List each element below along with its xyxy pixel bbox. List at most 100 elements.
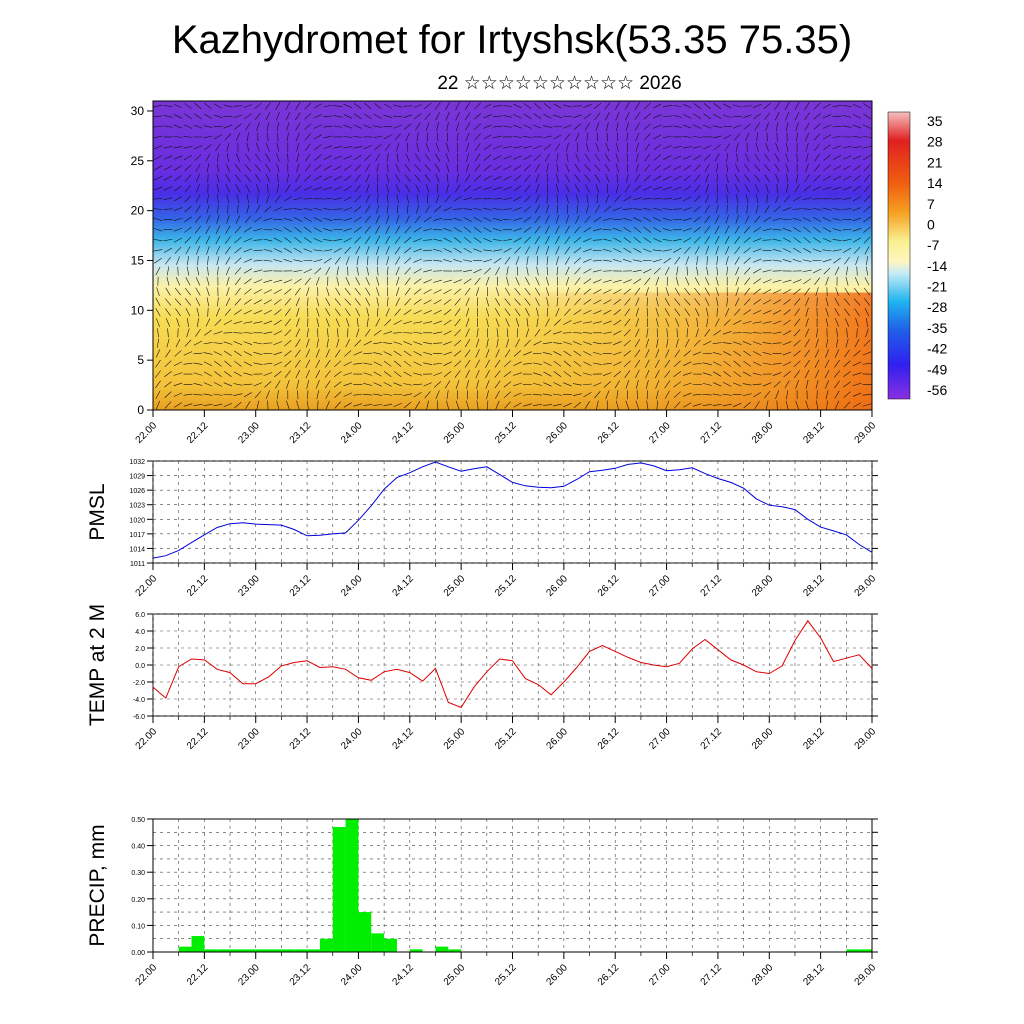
wind-barb — [776, 400, 778, 410]
wind-barb — [474, 174, 482, 182]
wind-barb — [812, 248, 822, 253]
wind-barb — [682, 207, 692, 212]
wind-barb — [564, 256, 570, 265]
wind-barb — [852, 382, 862, 387]
wind-barb — [583, 309, 592, 315]
wind-barb — [257, 194, 259, 204]
temp-ytick-label: -4.0 — [133, 697, 145, 704]
precip-bar — [846, 949, 860, 952]
wind-barb — [802, 269, 812, 273]
wind-barb — [693, 236, 701, 244]
pmsl-xtick-label: 23.00 — [236, 573, 262, 599]
wind-barb — [243, 372, 253, 376]
wind-barb — [456, 153, 459, 163]
wind-barb — [852, 207, 862, 212]
wind-barb — [794, 370, 800, 378]
wind-barb — [445, 101, 451, 111]
wind-barb — [814, 359, 820, 368]
wind-barb — [483, 259, 492, 263]
wind-barb — [694, 277, 700, 286]
wind-barb — [525, 246, 530, 255]
wind-barb — [693, 113, 702, 120]
wind-barb — [314, 267, 322, 275]
wind-barb — [493, 125, 503, 128]
wind-barb — [413, 288, 422, 295]
wind-barb — [852, 155, 862, 160]
wind-barb — [386, 153, 389, 163]
wind-barb — [287, 153, 289, 163]
wind-barb — [664, 370, 671, 378]
wind-barb — [165, 308, 171, 317]
wind-barb — [634, 339, 640, 348]
wind-barb — [476, 379, 479, 389]
wind-barb — [762, 269, 772, 273]
wind-barb — [174, 165, 182, 171]
wind-barb — [834, 349, 840, 358]
wind-barb — [403, 341, 412, 346]
wind-barb — [794, 184, 800, 193]
pmsl-xtick-label: 28.12 — [801, 573, 827, 599]
wind-barb — [433, 289, 442, 294]
precip-ytick-label: 0.30 — [131, 870, 145, 877]
wind-barb — [264, 205, 272, 213]
wind-barb — [356, 328, 360, 338]
wind-barb — [486, 318, 489, 327]
wind-barb — [165, 318, 171, 327]
wind-barb — [183, 351, 193, 356]
wind-barb — [316, 390, 320, 400]
colorbar-label: 7 — [927, 196, 935, 212]
wind-barb — [684, 339, 690, 348]
wind-barb — [174, 175, 182, 182]
wind-barb — [324, 370, 331, 378]
wind-barb — [743, 123, 751, 130]
wind-barb — [842, 197, 852, 201]
wind-barb — [723, 103, 732, 109]
cross-section-ytick-label: 20 — [131, 204, 145, 218]
wind-barb — [163, 146, 173, 149]
wind-barb — [365, 236, 371, 244]
wind-barb — [493, 115, 503, 117]
wind-barb — [503, 247, 512, 253]
wind-barb — [776, 132, 778, 142]
wind-barb — [223, 124, 233, 129]
precip-xtick-label: 28.00 — [750, 962, 776, 988]
wind-barb — [805, 163, 809, 173]
wind-barb — [643, 248, 652, 253]
wind-barb — [586, 132, 589, 142]
temp-ytick-label: -2.0 — [133, 680, 145, 687]
wind-barb — [283, 208, 293, 210]
wind-barb — [193, 340, 203, 346]
wind-barb — [225, 225, 231, 234]
wind-barb — [385, 235, 391, 245]
wind-barb — [625, 112, 630, 121]
wind-barb — [207, 256, 209, 266]
wind-barb — [722, 126, 732, 128]
wind-barb — [165, 256, 171, 265]
cross-section-ytick-label: 0 — [137, 403, 144, 417]
wind-barb — [454, 329, 461, 337]
wind-barb — [852, 227, 862, 232]
wind-barb — [863, 164, 871, 172]
wind-barb — [844, 287, 850, 296]
wind-barb — [184, 216, 192, 223]
wind-barb — [743, 236, 751, 244]
wind-barb — [215, 246, 220, 255]
wind-barb — [613, 298, 622, 305]
wind-barb — [373, 329, 382, 336]
wind-barb — [443, 330, 452, 336]
wind-barb — [673, 391, 681, 398]
precip-bar — [435, 946, 449, 952]
wind-barb — [654, 359, 660, 368]
wind-barb — [404, 164, 411, 172]
wind-barb — [763, 216, 772, 223]
wind-barb — [505, 318, 510, 327]
wind-barb — [373, 125, 383, 128]
wind-barb — [473, 207, 482, 211]
wind-barb — [463, 185, 472, 192]
wind-barb — [763, 102, 771, 110]
wind-barb — [744, 277, 751, 286]
wind-barb — [173, 392, 183, 397]
wind-barb — [852, 361, 862, 366]
cross-section-xtick-label: 25.12 — [493, 420, 519, 446]
